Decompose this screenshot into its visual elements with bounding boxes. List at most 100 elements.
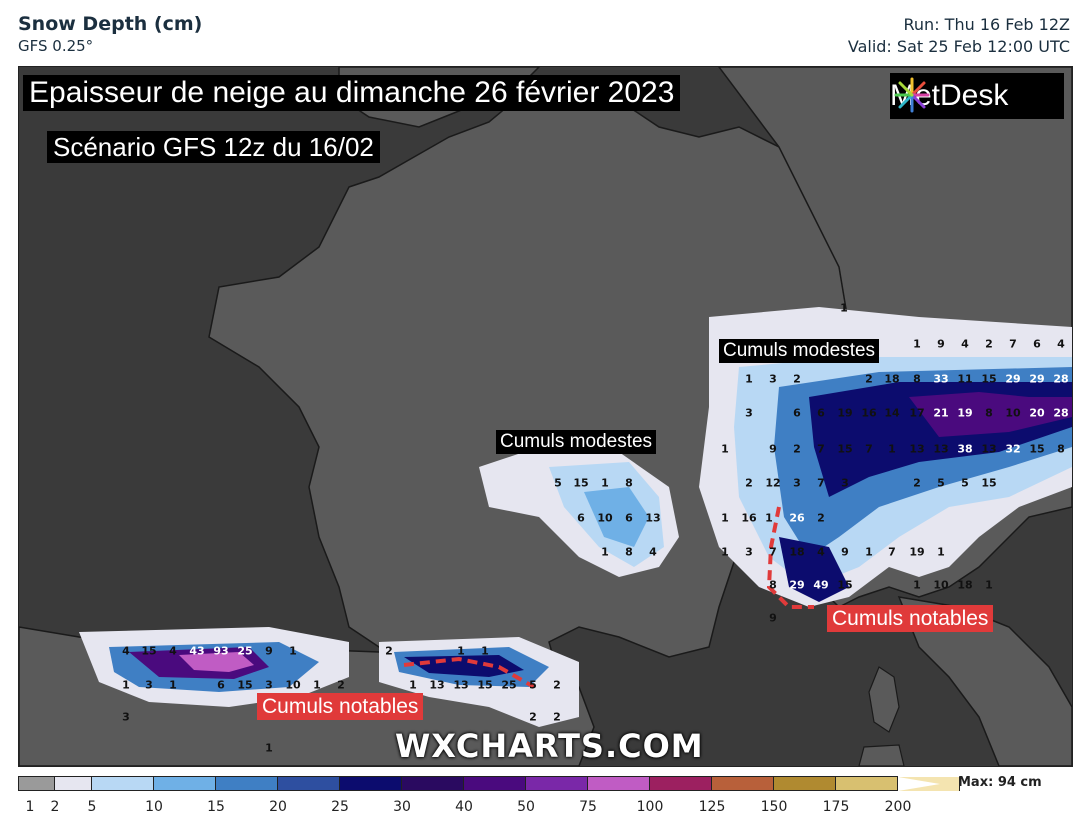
map-geography bbox=[19, 67, 1072, 766]
snow-depth-value: 9 bbox=[937, 337, 945, 351]
colorbar-segment bbox=[588, 777, 650, 791]
colorbar-tick-label: 125 bbox=[698, 799, 726, 815]
snow-depth-value: 25 bbox=[237, 644, 253, 658]
metdesk-logo: MetDesk bbox=[890, 73, 1064, 119]
label-cumuls-modestes-alps: Cumuls modestes bbox=[719, 339, 880, 363]
snow-depth-value: 7 bbox=[817, 442, 825, 456]
snow-depth-value: 18 bbox=[957, 578, 973, 592]
colorbar-outline bbox=[18, 776, 898, 791]
snow-depth-value: 1 bbox=[457, 644, 465, 658]
land-sardinia bbox=[858, 744, 905, 766]
snow-depth-value: 33 bbox=[933, 372, 949, 386]
snow-depth-value: 19 bbox=[837, 406, 853, 420]
snow-depth-value: 8 bbox=[769, 578, 777, 592]
snow-depth-value: 1 bbox=[913, 578, 921, 592]
snow-depth-value: 15 bbox=[981, 372, 997, 386]
snow-depth-value: 6 bbox=[817, 406, 825, 420]
snow-depth-value: 2 bbox=[745, 476, 753, 490]
snow-depth-value: 2 bbox=[985, 337, 993, 351]
snow-depth-value: 1 bbox=[481, 644, 489, 658]
snow-depth-value: 1 bbox=[721, 442, 729, 456]
snow-depth-value: 32 bbox=[1005, 442, 1021, 456]
snow-depth-value: 4 bbox=[1057, 337, 1065, 351]
snow-depth-value: 11 bbox=[957, 372, 973, 386]
snow-depth-value: 8 bbox=[625, 545, 633, 559]
snow-depth-value: 4 bbox=[122, 644, 130, 658]
colorbar-segment bbox=[278, 777, 340, 791]
colorbar-segment bbox=[18, 777, 55, 791]
snow-depth-value: 29 bbox=[1005, 372, 1021, 386]
map-banner-sub: Scénario GFS 12z du 16/02 bbox=[47, 131, 380, 163]
dashed-line-pyrenees bbox=[403, 656, 535, 689]
snow-depth-value: 1 bbox=[289, 644, 297, 658]
snow-shading bbox=[79, 307, 1072, 727]
colorbar-segment bbox=[526, 777, 588, 791]
label-cumuls-modestes-massif-central: Cumuls modestes bbox=[496, 430, 657, 454]
snow-depth-value: 8 bbox=[985, 406, 993, 420]
snow-depth-value: 9 bbox=[769, 611, 777, 625]
snow-depth-value: 10 bbox=[285, 678, 301, 692]
colorbar-tick-label: 30 bbox=[393, 799, 411, 815]
run-time: Run: Thu 16 Feb 12Z bbox=[903, 15, 1070, 34]
colorbar-segment bbox=[216, 777, 278, 791]
snow-depth-value: 7 bbox=[817, 476, 825, 490]
snow-depth-value: 2 bbox=[913, 476, 921, 490]
snow-depth-value: 15 bbox=[573, 476, 589, 490]
snow-depth-value: 6 bbox=[577, 511, 585, 525]
snow-depth-value: 1 bbox=[913, 337, 921, 351]
label-cumuls-notables-alps: Cumuls notables bbox=[827, 605, 994, 632]
snow-depth-value: 7 bbox=[769, 545, 777, 559]
snow-depth-value: 17 bbox=[909, 406, 925, 420]
dashed-line-alps bbox=[766, 506, 814, 609]
colorbar-tick-label: 100 bbox=[636, 799, 664, 815]
snow-depth-value: 43 bbox=[189, 644, 205, 658]
snow-depth-map: Epaisseur de neige au dimanche 26 févrie… bbox=[18, 66, 1073, 767]
chart-header: Snow Depth (cm) GFS 0.25° bbox=[18, 12, 202, 56]
snow-depth-value: 28 bbox=[1053, 406, 1069, 420]
snow-depth-value: 2 bbox=[865, 372, 873, 386]
snow-depth-value: 4 bbox=[817, 545, 825, 559]
snow-depth-value: 6 bbox=[217, 678, 225, 692]
snow-depth-value: 3 bbox=[745, 545, 753, 559]
snow-depth-value: 9 bbox=[769, 442, 777, 456]
colorbar-segment bbox=[402, 777, 464, 791]
snow-depth-value: 8 bbox=[625, 476, 633, 490]
snow-depth-value: 2 bbox=[817, 511, 825, 525]
snow-depth-value: 10 bbox=[1005, 406, 1021, 420]
colorbar-tick-label: 2 bbox=[50, 799, 60, 815]
snow-depth-value: 1 bbox=[169, 678, 177, 692]
snow-depth-value: 5 bbox=[961, 476, 969, 490]
colorbar-tick-label: 50 bbox=[517, 799, 535, 815]
snow-depth-value: 10 bbox=[933, 578, 949, 592]
colorbar-tick-label: 20 bbox=[269, 799, 287, 815]
snow-depth-value: 15 bbox=[237, 678, 253, 692]
snow-depth-value: 9 bbox=[265, 644, 273, 658]
label-cumuls-notables-pyrenees: Cumuls notables bbox=[257, 693, 424, 720]
snow-depth-value: 1 bbox=[840, 301, 848, 315]
snow-depth-value: 4 bbox=[169, 644, 177, 658]
snow-depth-value: 15 bbox=[1029, 442, 1045, 456]
snow-depth-value: 15 bbox=[837, 578, 853, 592]
snow-depth-value: 1 bbox=[409, 678, 417, 692]
snow-depth-value: 1 bbox=[265, 741, 273, 755]
snow-depth-value: 5 bbox=[937, 476, 945, 490]
colorbar-tick-label: 25 bbox=[331, 799, 349, 815]
snow-depth-value: 2 bbox=[553, 710, 561, 724]
snow-depth-value: 1 bbox=[721, 545, 729, 559]
snow-depth-value: 15 bbox=[981, 476, 997, 490]
snow-depth-value: 28 bbox=[1053, 372, 1069, 386]
snow-depth-value: 13 bbox=[933, 442, 949, 456]
snow-depth-value: 3 bbox=[122, 710, 130, 724]
run-info: Run: Thu 16 Feb 12Z Valid: Sat 25 Feb 12… bbox=[848, 14, 1070, 58]
snow-depth-value: 14 bbox=[884, 406, 900, 420]
snow-depth-value: 15 bbox=[837, 442, 853, 456]
snow-depth-value: 1 bbox=[745, 372, 753, 386]
colorbar bbox=[18, 777, 960, 791]
snow-depth-value: 1 bbox=[721, 511, 729, 525]
snow-depth-value: 18 bbox=[789, 545, 805, 559]
snow-depth-value: 12 bbox=[765, 476, 781, 490]
colorbar-tick-label: 15 bbox=[207, 799, 225, 815]
snow-depth-value: 1 bbox=[865, 545, 873, 559]
snow-depth-value: 21 bbox=[933, 406, 949, 420]
snow-depth-value: 13 bbox=[909, 442, 925, 456]
